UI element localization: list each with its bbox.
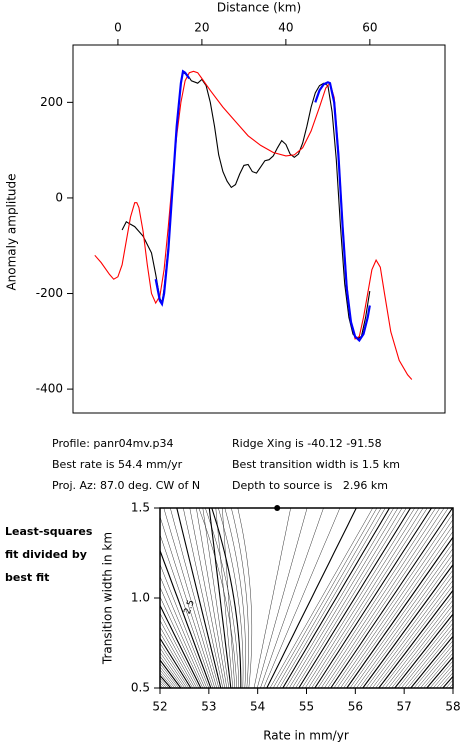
contour-line <box>160 508 453 688</box>
info-text: Proj. Az: 87.0 deg. CW of N <box>52 479 200 492</box>
contour-line <box>160 508 453 688</box>
contour-line <box>160 508 453 688</box>
contour-line <box>202 508 394 688</box>
contour-line <box>160 508 453 688</box>
contour-line <box>208 508 391 688</box>
contour-line <box>215 508 386 688</box>
side-label: best fit <box>5 571 49 584</box>
y-tick-label: -400 <box>36 382 63 396</box>
x-tick-label: 0 <box>114 21 122 35</box>
x-tick-label: 52 <box>152 700 167 714</box>
contour-line <box>160 508 453 688</box>
contour-line <box>218 508 341 688</box>
contour-line <box>160 508 453 688</box>
x-tick-label: 58 <box>445 700 460 714</box>
x-tick-label: 57 <box>397 700 412 714</box>
contour-label: 2.5 <box>183 599 197 616</box>
contour-line <box>160 508 453 688</box>
info-text: Best transition width is 1.5 km <box>232 458 400 471</box>
y-tick-label: 0.5 <box>131 681 150 695</box>
contour-line <box>160 508 453 688</box>
x-tick-label: 54 <box>250 700 265 714</box>
info-text: Profile: panr04mv.p34 <box>52 437 173 450</box>
x-tick-label: 60 <box>362 21 377 35</box>
contour-line <box>160 508 449 688</box>
contour-line <box>160 508 453 688</box>
contour-line <box>160 508 453 688</box>
x-tick-label: 40 <box>278 21 293 35</box>
side-label: fit divided by <box>5 548 87 561</box>
contour-line <box>176 508 412 688</box>
contour-line <box>183 508 407 688</box>
contour-line <box>160 508 436 688</box>
y-tick-label: 1.5 <box>131 501 150 515</box>
x-axis-label: Rate in mm/yr <box>263 729 349 743</box>
x-tick-label: 56 <box>348 700 363 714</box>
contour-line <box>198 508 378 688</box>
contour-line <box>160 508 445 688</box>
contour-line <box>224 508 324 688</box>
contours <box>160 508 453 688</box>
contour-line <box>160 508 424 688</box>
x-axis-label: Distance (km) <box>217 1 301 15</box>
contour-line <box>222 508 382 688</box>
contour-line <box>160 508 453 688</box>
contour-line <box>160 508 428 688</box>
series-line <box>94 70 413 380</box>
contour-line <box>160 508 453 688</box>
contour-line <box>160 508 453 688</box>
y-tick-label: -200 <box>36 286 63 300</box>
contour-line <box>205 508 373 688</box>
contour-line <box>160 508 453 688</box>
side-label: Least-squares <box>5 525 93 538</box>
x-tick-label: 55 <box>299 700 314 714</box>
contour-line <box>160 508 433 688</box>
contour-line <box>160 508 453 688</box>
contour-line <box>160 508 441 688</box>
info-text: Depth to source is 2.96 km <box>232 479 388 492</box>
contour-line <box>160 508 453 688</box>
contour-line <box>170 508 415 688</box>
info-text: Ridge Xing is -40.12 -91.58 <box>232 437 382 450</box>
contour-line <box>163 508 420 688</box>
info-text: Best rate is 54.4 mm/yr <box>52 458 183 471</box>
contour-line <box>196 508 399 688</box>
contour-line <box>231 508 308 688</box>
y-axis-label: Anomaly amplitude <box>5 173 19 290</box>
best-point <box>274 505 281 511</box>
contour-line <box>160 508 453 688</box>
contour-line <box>160 508 453 688</box>
plot-frame <box>159 507 454 689</box>
plot-frame <box>72 44 446 414</box>
contour-line <box>237 508 291 688</box>
y-axis-label: Transition width in km <box>101 532 115 665</box>
contour-line <box>160 508 453 688</box>
contour-line <box>211 508 357 688</box>
contour-line <box>160 508 453 688</box>
series-line <box>154 69 371 343</box>
x-tick-label: 20 <box>194 21 209 35</box>
contour-line <box>189 508 403 688</box>
y-tick-label: 1.0 <box>131 591 150 605</box>
contour-line <box>160 508 453 688</box>
y-tick-label: 200 <box>40 95 63 109</box>
y-tick-label: 0 <box>55 190 63 204</box>
contour-line <box>160 508 453 688</box>
x-tick-label: 53 <box>201 700 216 714</box>
contour-line <box>160 508 453 688</box>
